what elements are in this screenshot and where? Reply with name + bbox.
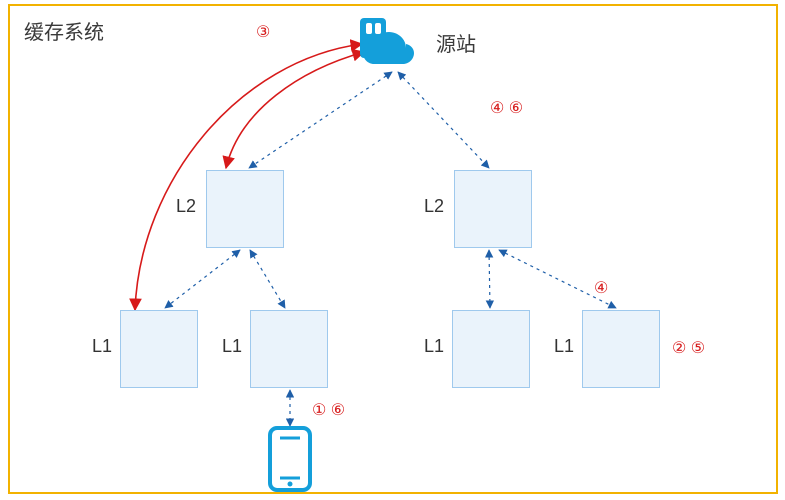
node-label-l1-2: L1 bbox=[222, 336, 242, 357]
step-label: ③ bbox=[256, 22, 270, 42]
node-label-l1-4: L1 bbox=[554, 336, 574, 357]
node-label-l2-left: L2 bbox=[176, 196, 196, 217]
step-label: ① ⑥ bbox=[312, 400, 345, 420]
step-label: ④ bbox=[594, 278, 608, 298]
step-label: ④ ⑥ bbox=[490, 98, 523, 118]
node-label-l2-right: L2 bbox=[424, 196, 444, 217]
node-l2-left bbox=[206, 170, 284, 248]
node-label-l1-1: L1 bbox=[92, 336, 112, 357]
node-l1-4 bbox=[582, 310, 660, 388]
origin-label: 源站 bbox=[436, 28, 476, 57]
node-l2-right bbox=[454, 170, 532, 248]
node-label-l1-3: L1 bbox=[424, 336, 444, 357]
diagram-title: 缓存系统 bbox=[24, 16, 104, 45]
step-label: ② ⑤ bbox=[672, 338, 705, 358]
node-l1-1 bbox=[120, 310, 198, 388]
node-l1-3 bbox=[452, 310, 530, 388]
diagram-frame bbox=[8, 4, 778, 494]
node-l1-2 bbox=[250, 310, 328, 388]
